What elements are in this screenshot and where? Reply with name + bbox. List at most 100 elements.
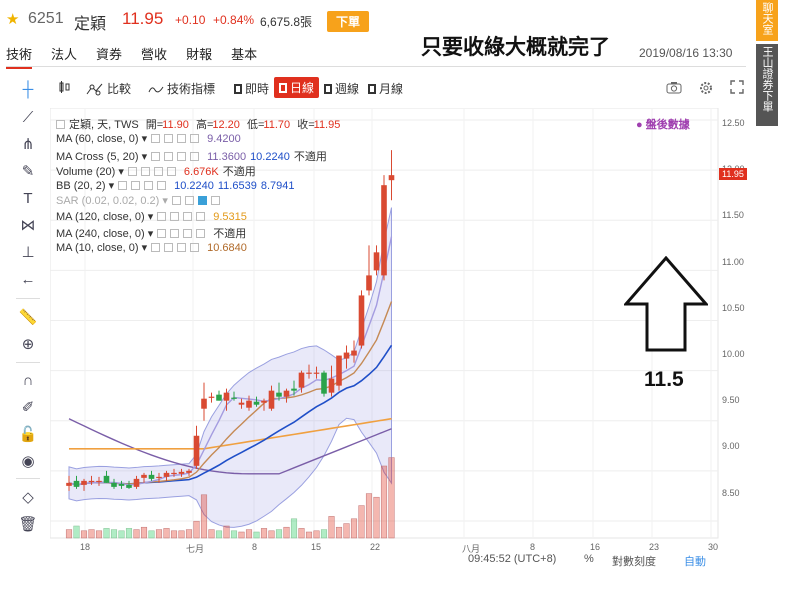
log-scale-toggle[interactable]: 對數刻度 bbox=[612, 556, 656, 568]
indicators-label: 技術指標 bbox=[167, 82, 216, 96]
candle-body bbox=[216, 394, 222, 401]
interval-monthly[interactable]: 月線 bbox=[368, 80, 403, 97]
indicator-name: MA Cross (5, 20) ▾ bbox=[56, 150, 148, 163]
lock-drawing-icon[interactable]: ✐ bbox=[21, 399, 35, 416]
volume-bar bbox=[238, 531, 245, 539]
time-tick-label: 八月 bbox=[462, 544, 481, 554]
indicator-row[interactable]: SAR (0.02, 0.02, 0.2) ▾ bbox=[56, 194, 228, 207]
tab-revenue[interactable]: 營收 bbox=[141, 47, 168, 62]
interval-daily[interactable]: 日線 bbox=[274, 77, 320, 98]
stock-price: 11.95 bbox=[122, 9, 164, 28]
trash-icon[interactable]: 🗑 bbox=[18, 516, 38, 533]
indicator-controls[interactable] bbox=[118, 180, 170, 192]
high-value: 12.20 bbox=[212, 119, 240, 131]
indicator-row[interactable]: MA (10, close, 0) ▾ 10.6840 bbox=[56, 241, 251, 254]
eye-icon[interactable]: ◉ bbox=[21, 453, 35, 470]
candle-body bbox=[163, 472, 170, 477]
volume-bar bbox=[148, 530, 155, 539]
auto-scale-toggle[interactable]: 自動 bbox=[684, 556, 706, 568]
toolbar-divider bbox=[16, 478, 40, 479]
interval-daily-label: 日線 bbox=[290, 81, 315, 95]
indicator-controls[interactable] bbox=[151, 133, 203, 145]
pitchfork-icon[interactable]: ⋔ bbox=[21, 136, 35, 153]
indicator-controls[interactable] bbox=[151, 242, 203, 254]
indicators-button[interactable]: 技術指標 bbox=[148, 80, 215, 97]
percent-scale-toggle[interactable]: % bbox=[584, 553, 594, 565]
candle-body bbox=[298, 372, 305, 388]
fib-tool-icon[interactable]: ⊥ bbox=[21, 244, 35, 261]
compare-button[interactable]: 比較 bbox=[86, 80, 131, 97]
indicator-row[interactable]: MA (60, close, 0) ▾ 9.4200 bbox=[56, 132, 245, 145]
time-tick-label: 七月 bbox=[186, 544, 205, 554]
favorite-star-icon[interactable]: ★ bbox=[6, 11, 20, 28]
candle-body bbox=[321, 372, 327, 394]
candle-body bbox=[336, 355, 342, 386]
candle-body bbox=[373, 252, 380, 271]
volume-bar bbox=[88, 529, 95, 539]
close-value: 11.95 bbox=[313, 119, 341, 131]
tab-financials[interactable]: 財報 bbox=[186, 47, 213, 62]
last-price-badge: 11.95 bbox=[719, 168, 747, 180]
back-arrow-icon[interactable]: ← bbox=[20, 271, 36, 288]
settings-gear-icon[interactable] bbox=[698, 80, 714, 96]
tab-technical[interactable]: 技術 bbox=[6, 44, 33, 69]
candle-body bbox=[283, 390, 290, 397]
chart-bottom-bar: 09:45:52 (UTC+8) % 對數刻度 自動 bbox=[50, 553, 750, 569]
volume-bar bbox=[170, 530, 178, 539]
indicator-controls[interactable] bbox=[151, 151, 203, 163]
brush-icon[interactable]: ✎ bbox=[21, 163, 35, 180]
pattern-icon[interactable]: ⋈ bbox=[20, 217, 36, 234]
candle-body bbox=[186, 470, 192, 473]
volume-bar bbox=[65, 529, 73, 539]
indicator-controls[interactable] bbox=[127, 166, 180, 178]
zoom-in-icon[interactable]: ⊕ bbox=[21, 336, 35, 353]
indicator-row[interactable]: BB (20, 2) ▾ 10.2240 11.6539 8.7941 bbox=[56, 179, 298, 192]
tab-margin[interactable]: 資券 bbox=[96, 47, 123, 62]
chat-room-button[interactable]: 聊天室 bbox=[756, 0, 778, 41]
indicator-row[interactable]: MA (240, close, 0) ▾ 不適用 bbox=[56, 225, 250, 241]
crosshair-icon[interactable]: ┼ bbox=[22, 81, 34, 98]
annotation-title: 只要收綠大概就完了 bbox=[421, 36, 610, 59]
magnet-icon[interactable]: ∩ bbox=[22, 372, 34, 389]
interval-weekly[interactable]: 週線 bbox=[324, 80, 359, 97]
volume-bar bbox=[365, 493, 373, 539]
fullscreen-icon[interactable] bbox=[730, 80, 744, 94]
lock-icon[interactable]: 🔓 bbox=[18, 426, 38, 443]
text-tool-icon[interactable]: T bbox=[23, 190, 33, 207]
collapse-icon[interactable] bbox=[56, 120, 65, 129]
volume-bar bbox=[95, 530, 103, 539]
broker-order-button[interactable]: 王山證券下單 bbox=[756, 44, 778, 126]
ruler-icon[interactable]: 📏 bbox=[18, 309, 38, 326]
toolbar-divider bbox=[16, 362, 40, 363]
indicator-row[interactable]: MA Cross (5, 20) ▾ 11.3600 10.2240 不適用 bbox=[56, 148, 331, 164]
order-button[interactable]: 下單 bbox=[327, 11, 370, 32]
indicator-value: 10.6840 bbox=[207, 241, 247, 254]
indicator-controls[interactable] bbox=[157, 211, 209, 223]
layers-icon[interactable]: ◇ bbox=[22, 489, 34, 506]
price-chart[interactable] bbox=[50, 108, 750, 554]
volume-bar bbox=[200, 494, 208, 539]
time-tick-label: 22 bbox=[370, 542, 381, 552]
interval-intraday[interactable]: 即時 bbox=[234, 80, 269, 97]
after-hours-badge: ● 盤後數據 bbox=[636, 119, 690, 131]
indicator-value: 11.6539 bbox=[217, 179, 257, 192]
ma120-line bbox=[69, 417, 392, 450]
candle-body bbox=[343, 352, 350, 359]
indicator-controls[interactable] bbox=[171, 195, 224, 207]
candle-body bbox=[223, 392, 230, 401]
candle-body bbox=[276, 392, 282, 397]
tab-institutional[interactable]: 法人 bbox=[51, 47, 78, 62]
interval-icon bbox=[234, 83, 242, 94]
indicator-row[interactable]: MA (120, close, 0) ▾ 9.5315 bbox=[56, 210, 251, 223]
trend-line-icon[interactable]: ⟋ bbox=[22, 109, 34, 126]
tab-basic[interactable]: 基本 bbox=[231, 47, 258, 62]
ma60-line bbox=[68, 418, 392, 475]
price-tick-label: 10.50 bbox=[722, 302, 745, 313]
camera-icon[interactable] bbox=[666, 80, 682, 94]
chart-toolbar: 比較 技術指標 即時 日線 週線 月線 bbox=[50, 74, 750, 102]
indicator-controls[interactable] bbox=[157, 228, 209, 240]
volume-bar bbox=[253, 531, 260, 539]
tab-bar: 技術 法人 資券 營收 財報 基本 bbox=[6, 44, 276, 69]
indicator-row[interactable]: Volume (20) ▾ 6.676K 不適用 bbox=[56, 163, 260, 179]
chart-style-button[interactable] bbox=[58, 80, 72, 94]
